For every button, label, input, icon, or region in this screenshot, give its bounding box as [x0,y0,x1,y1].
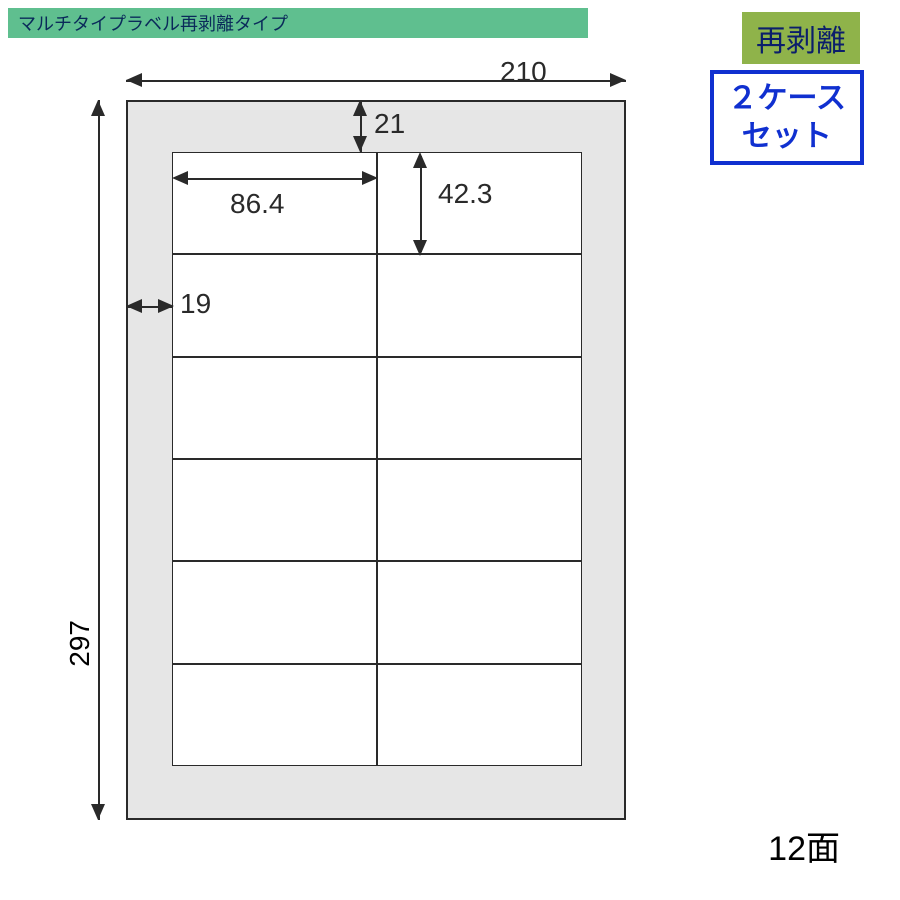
label-grid [172,152,582,766]
badge-repeel: 再剥離 [742,12,860,64]
dim-arrow-sheet-h [98,100,100,820]
arrowhead [91,804,105,820]
arrowhead [172,171,188,185]
label-cell [377,664,582,766]
arrowhead [126,73,142,87]
dim-top-margin: 21 [374,108,405,140]
faces-count: 12面 [768,821,840,870]
badge-repeel-text: 再剥離 [756,25,846,58]
label-cell [377,254,582,356]
header-title: マルチタイプラベル再剥離タイプ [18,10,288,36]
arrowhead [158,299,174,313]
dim-sheet-h: 297 [64,620,96,667]
box-line2: セット [742,120,832,153]
arrowhead [362,171,378,185]
label-cell [377,561,582,663]
label-cell [172,664,377,766]
arrowhead [91,100,105,116]
dim-sheet-w: 210 [500,56,547,88]
label-cell [172,357,377,459]
dim-arrow-label-w [180,178,370,180]
label-cell [377,357,582,459]
dim-label-w: 86.4 [230,188,285,220]
dim-left-margin: 19 [180,288,211,320]
arrowhead [413,240,427,256]
arrowhead [610,73,626,87]
box-line1: ２ケース [728,82,847,115]
label-cell [377,459,582,561]
label-cell [172,459,377,561]
label-sheet-diagram: 210 297 21 86.4 42.3 19 [40,60,690,880]
dim-arrow-sheet-w [126,80,626,82]
arrowhead [353,136,367,152]
arrowhead [353,100,367,116]
dim-label-h: 42.3 [438,178,493,210]
arrowhead [126,299,142,313]
box-2case-set: ２ケース セット [710,70,865,165]
label-cell [172,561,377,663]
arrowhead [413,152,427,168]
header-bar: マルチタイプラベル再剥離タイプ [8,8,588,38]
dim-arrow-label-h [420,156,422,252]
